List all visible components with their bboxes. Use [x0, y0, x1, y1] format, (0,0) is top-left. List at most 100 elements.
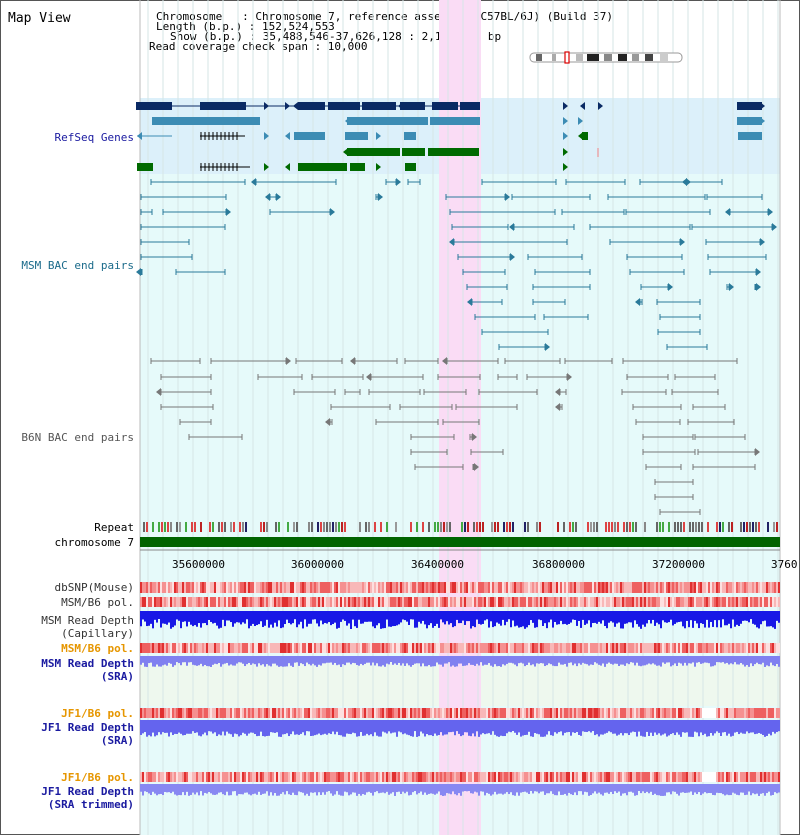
heat-cell	[152, 597, 154, 607]
msm-depth-capillary-label-1[interactable]: MSM Read Depth	[41, 614, 134, 627]
heat-cell	[182, 582, 184, 593]
heat-cell	[654, 772, 656, 782]
heat-cell	[616, 597, 618, 607]
heat-cell	[422, 772, 424, 782]
heat-cell	[158, 582, 160, 593]
heat-cell	[232, 582, 234, 593]
heat-cell	[356, 582, 358, 593]
jf1-depth-trimmed-track[interactable]	[140, 784, 780, 796]
dbsnp-heat-track[interactable]	[140, 582, 780, 593]
refseq-genes-label[interactable]: RefSeq Genes	[54, 131, 134, 144]
depth-bar	[416, 656, 418, 664]
heat-cell	[554, 708, 556, 718]
jf1-b6-pol-2-heat-track[interactable]	[140, 772, 780, 782]
heat-cell	[596, 643, 598, 653]
msm-bac-label[interactable]: MSM BAC end pairs	[21, 259, 134, 272]
depth-bar	[382, 656, 384, 666]
depth-bar	[546, 784, 548, 794]
depth-bar	[538, 656, 540, 664]
heat-cell	[778, 643, 780, 653]
repeat-track[interactable]	[143, 522, 778, 532]
axis-tick-3760: 3760	[771, 558, 798, 571]
msm-b6-pol-2-label[interactable]: MSM/B6 pol.	[61, 642, 134, 655]
heat-cell	[668, 643, 670, 653]
heat-cell	[708, 643, 710, 653]
axis-tick-35600000: 35600000	[172, 558, 225, 571]
depth-bar	[488, 720, 490, 734]
depth-bar	[492, 611, 494, 628]
depth-bar	[144, 784, 146, 792]
msm-depth-sra-track[interactable]	[140, 656, 780, 667]
depth-bar	[640, 720, 642, 736]
depth-bar	[382, 611, 384, 629]
depth-bar	[170, 611, 172, 629]
msm-depth-sra-label-1[interactable]: MSM Read Depth	[41, 657, 134, 670]
depth-bar	[388, 720, 390, 732]
depth-bar	[554, 784, 556, 796]
highlight-region[interactable]	[439, 0, 481, 835]
jf1-b6-pol-heat-track[interactable]	[140, 708, 780, 718]
heat-cell	[696, 597, 698, 607]
heat-cell	[418, 708, 420, 718]
depth-bar	[312, 656, 314, 664]
jf1-depth-sra-track[interactable]	[140, 720, 780, 737]
depth-bar	[732, 656, 734, 665]
heat-cell	[338, 597, 340, 607]
heat-cell	[140, 708, 142, 718]
dbsnp-label[interactable]: dbSNP(Mouse)	[54, 581, 134, 594]
repeat-element	[644, 522, 646, 532]
heat-cell	[166, 597, 168, 607]
heat-cell	[354, 772, 356, 782]
heat-cell	[680, 708, 682, 718]
b6n-bac-track[interactable]	[150, 357, 760, 515]
jf1-depth-trimmed-label-1[interactable]: JF1 Read Depth	[41, 785, 134, 798]
heat-cell	[588, 708, 590, 718]
repeat-element	[386, 522, 388, 532]
heat-cell	[732, 582, 734, 593]
heat-cell	[222, 597, 224, 607]
heat-cell	[462, 643, 464, 653]
heat-cell	[716, 597, 718, 607]
heat-cell	[174, 597, 176, 607]
jf1-b6-pol-label[interactable]: JF1/B6 pol.	[61, 707, 134, 720]
heat-cell	[570, 597, 572, 607]
depth-bar	[338, 611, 340, 628]
heat-cell	[180, 597, 182, 607]
depth-bar	[428, 784, 430, 794]
depth-bar	[274, 656, 276, 664]
heat-cell	[498, 708, 500, 718]
refseq-genes-track[interactable]	[136, 102, 765, 171]
jf1-depth-sra-label-1[interactable]: JF1 Read Depth	[41, 721, 134, 734]
chromosome-ideogram[interactable]	[529, 51, 683, 64]
depth-bar	[444, 784, 446, 796]
heat-cell	[486, 582, 488, 593]
msm-b6-pol-2-heat-track[interactable]	[140, 643, 780, 653]
heat-cell	[554, 643, 556, 653]
heat-cell	[334, 772, 336, 782]
msm-b6-pol-label[interactable]: MSM/B6 pol.	[61, 596, 134, 609]
msm-bac-track[interactable]	[136, 178, 777, 351]
depth-bar	[364, 611, 366, 622]
heat-cell	[464, 772, 466, 782]
msm-depth-capillary-track[interactable]	[140, 611, 780, 629]
repeat-label[interactable]: Repeat	[94, 521, 134, 534]
repeat-element	[380, 522, 382, 532]
msm-b6-pol-heat-track[interactable]	[140, 597, 780, 607]
heat-cell	[228, 708, 230, 718]
depth-bar	[560, 720, 562, 732]
heat-cell	[454, 772, 456, 782]
chromosome-bar[interactable]	[140, 537, 780, 547]
heat-cell	[228, 597, 230, 607]
jf1-b6-pol-2-label[interactable]: JF1/B6 pol.	[61, 771, 134, 784]
b6n-bac-arrow	[474, 463, 479, 471]
depth-bar	[778, 656, 780, 667]
depth-bar	[734, 611, 736, 627]
depth-bar	[220, 784, 222, 793]
heat-cell	[414, 708, 416, 718]
b6n-bac-label[interactable]: B6N BAC end pairs	[21, 431, 134, 444]
depth-bar	[216, 720, 218, 737]
depth-bar	[248, 784, 250, 795]
heat-cell	[152, 772, 154, 782]
heat-cell	[756, 597, 758, 607]
